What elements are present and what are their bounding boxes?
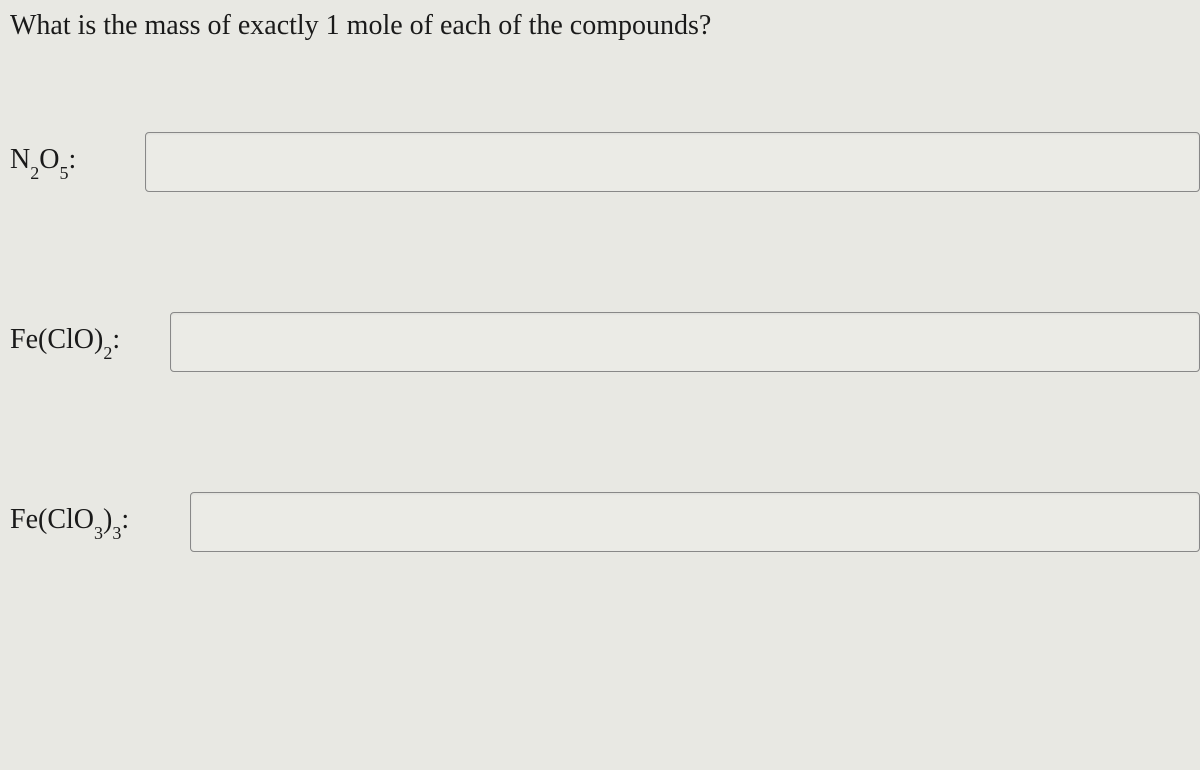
compound-label-n2o5: N2O5:	[10, 144, 145, 180]
compound-label-feclo2: Fe(ClO)2:	[10, 324, 170, 360]
answer-input-n2o5[interactable]	[145, 132, 1200, 192]
compound-row: N2O5:	[10, 132, 1200, 192]
compound-label-feclo33: Fe(ClO3)3:	[10, 504, 190, 540]
compound-row: Fe(ClO3)3:	[10, 492, 1200, 552]
compound-row: Fe(ClO)2:	[10, 312, 1200, 372]
answer-input-feclo33[interactable]	[190, 492, 1200, 552]
answer-input-feclo2[interactable]	[170, 312, 1200, 372]
question-prompt: What is the mass of exactly 1 mole of ea…	[10, 10, 1200, 42]
